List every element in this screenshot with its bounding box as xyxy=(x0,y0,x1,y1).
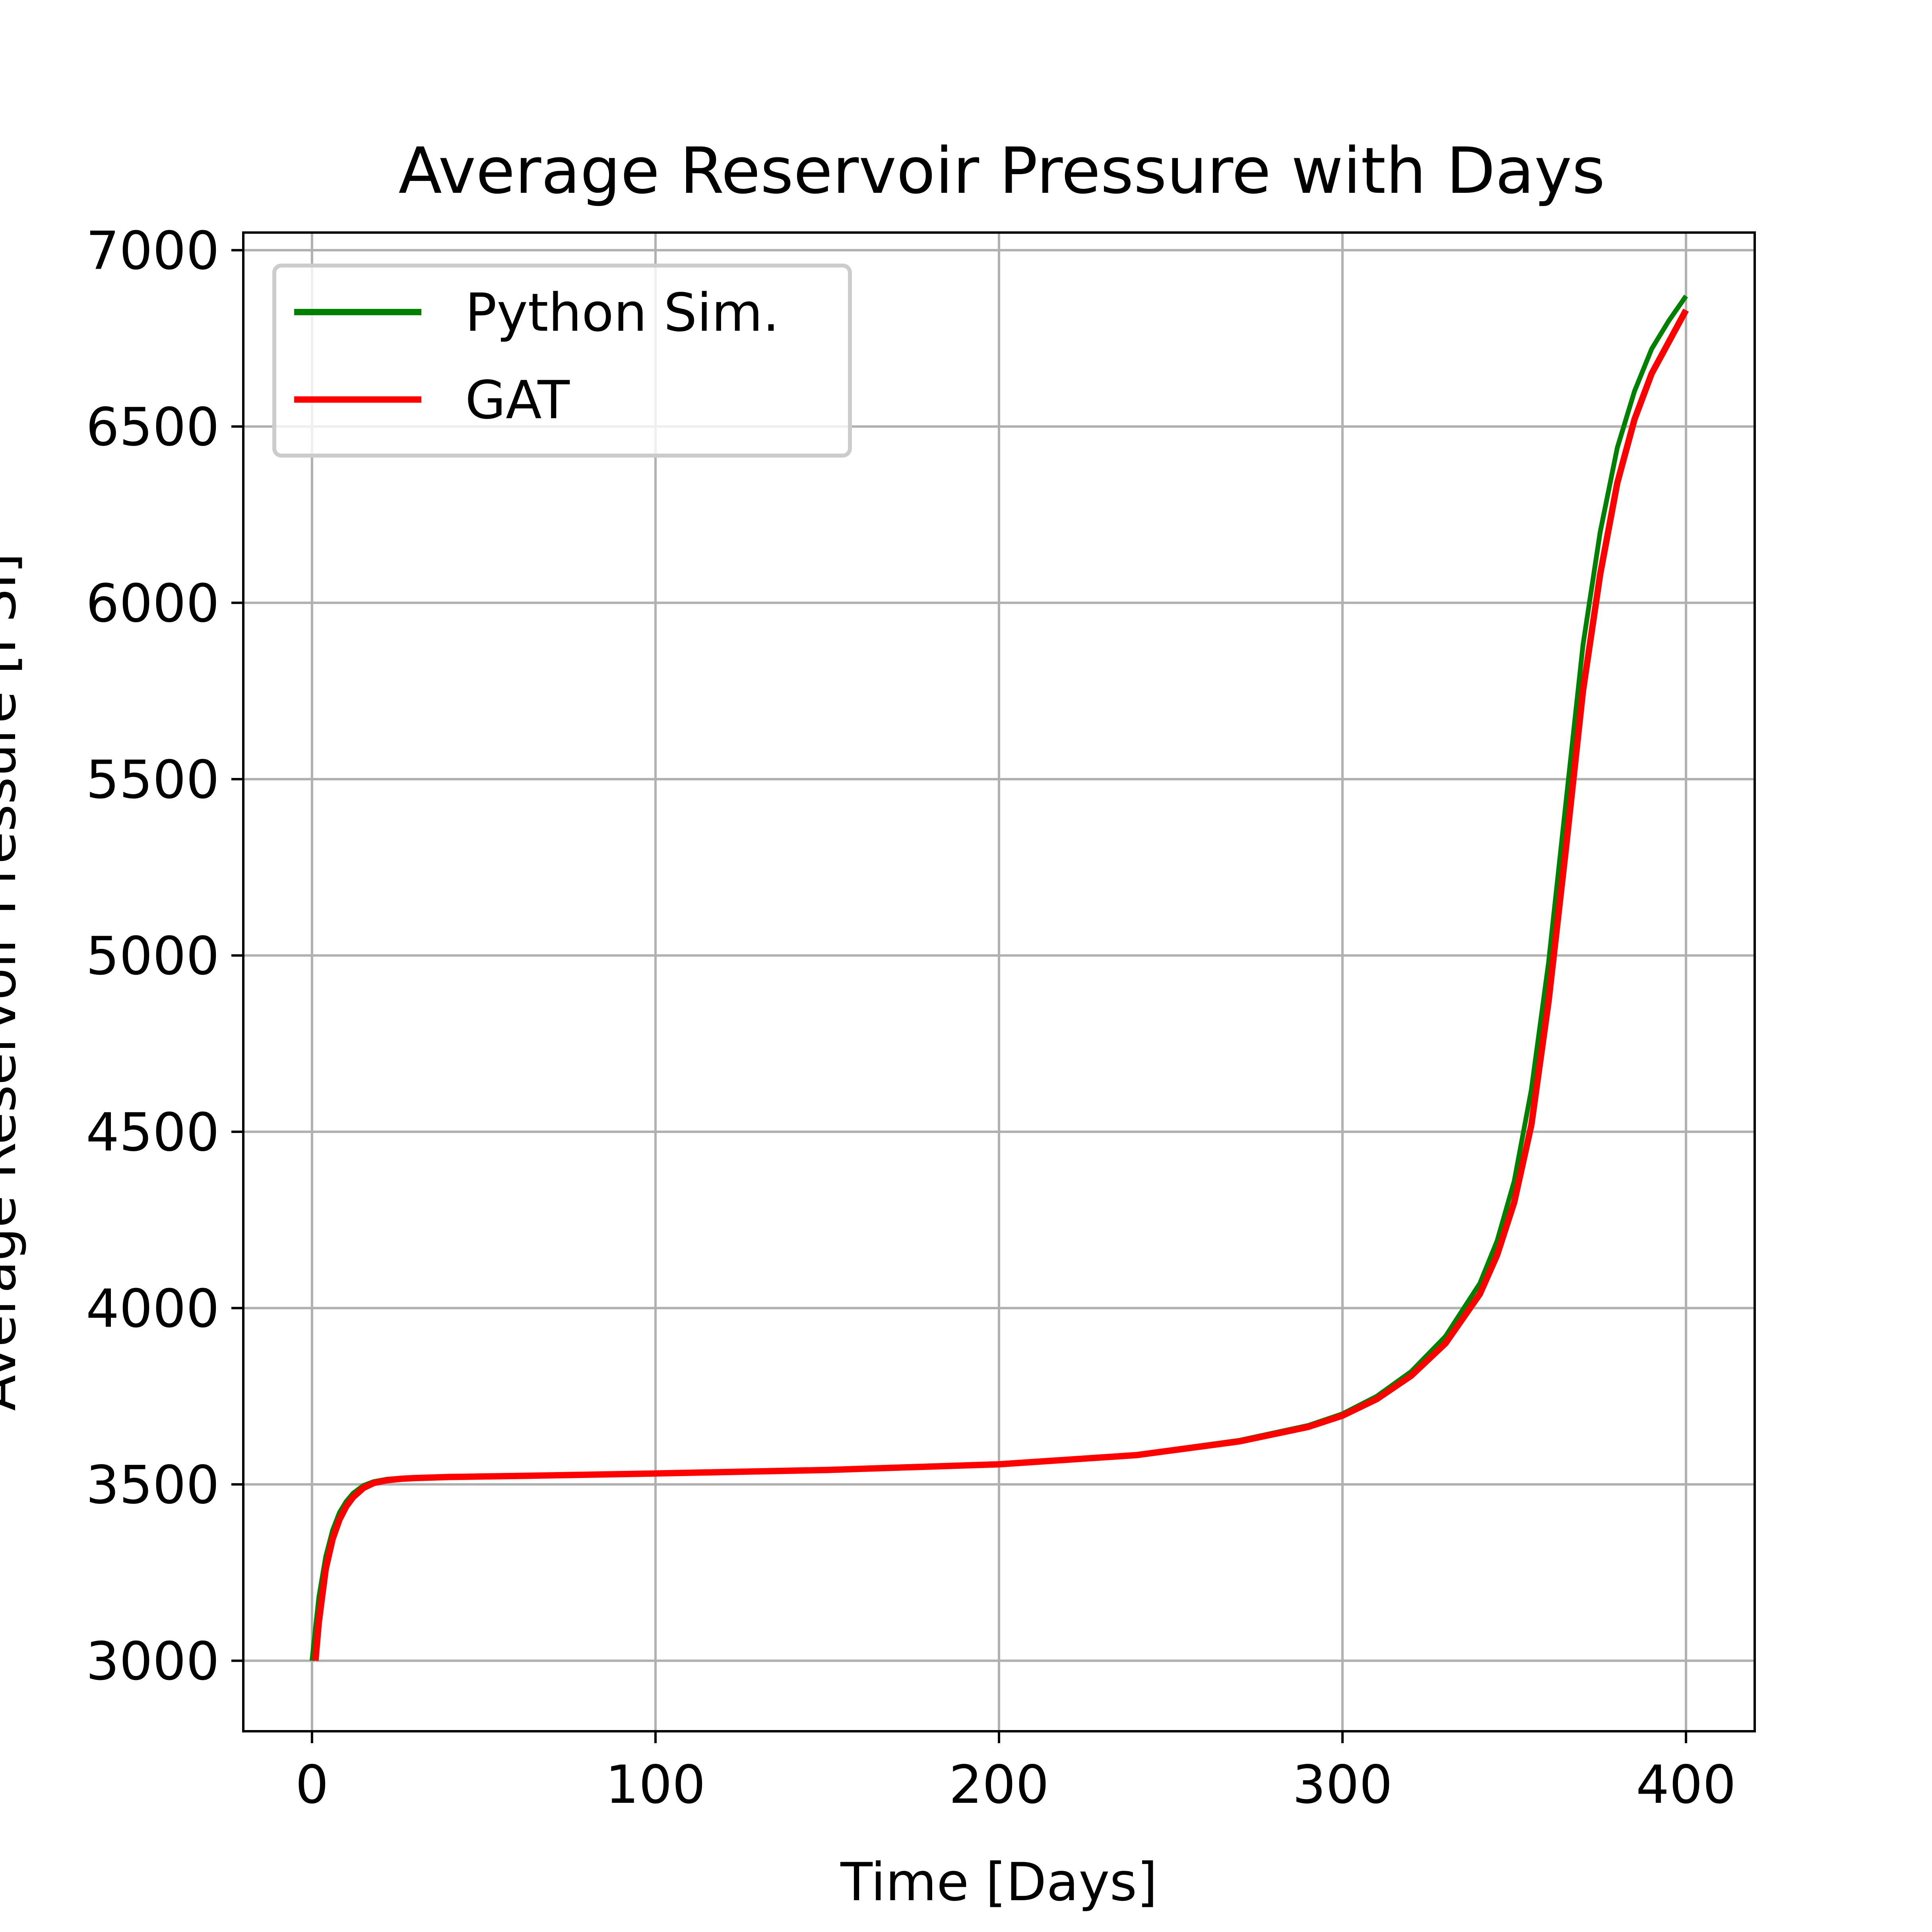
y-tick-label: 3000 xyxy=(86,1631,219,1692)
y-tick-label: 6500 xyxy=(86,397,219,458)
y-axis-label: Average Reservoir Pressure [PSI] xyxy=(0,553,28,1411)
x-axis-label: Time [Days] xyxy=(840,1852,1157,1913)
x-tick-label: 200 xyxy=(949,1754,1049,1816)
x-tick-label: 300 xyxy=(1292,1754,1393,1816)
y-tick-label: 3500 xyxy=(86,1455,219,1516)
y-tick-label: 5000 xyxy=(86,925,219,987)
x-tick-label: 100 xyxy=(605,1754,706,1816)
x-tick-label: 0 xyxy=(295,1754,329,1816)
plot-series xyxy=(309,295,1689,1661)
y-axis-ticks: 3000 3500 4000 4500 5000 5500 6000 6500 7000 xyxy=(86,220,243,1692)
x-axis-ticks: 0 100 200 300 400 xyxy=(295,1731,1736,1816)
series-line-gat xyxy=(312,308,1689,1661)
chart-title: Average Reservoir Pressure with Days xyxy=(398,134,1605,208)
legend: Python Sim. GAT xyxy=(272,264,852,458)
y-tick-label: 4500 xyxy=(86,1102,219,1163)
y-tick-label: 6000 xyxy=(86,573,219,634)
y-tick-label: 5500 xyxy=(86,749,219,811)
x-tick-label: 400 xyxy=(1636,1754,1736,1816)
y-tick-label: 7000 xyxy=(86,220,219,281)
y-tick-label: 4000 xyxy=(86,1278,219,1340)
legend-label-python-sim: Python Sim. xyxy=(465,282,780,343)
grid-lines xyxy=(243,233,1755,1731)
legend-label-gat: GAT xyxy=(465,370,570,431)
